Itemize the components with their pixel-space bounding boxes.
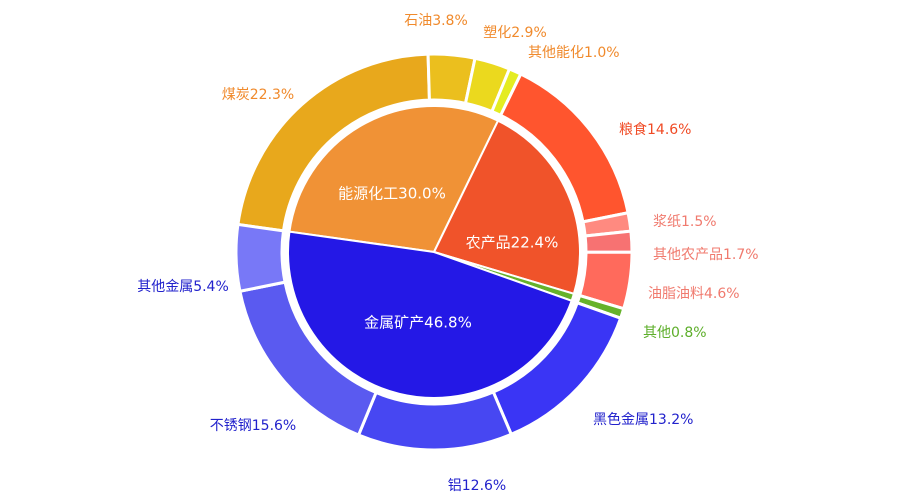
- outer-slice-label: 浆纸1.5%: [653, 214, 717, 230]
- outer-slice-6[interactable]: [583, 229, 634, 254]
- outer-slice-12[interactable]: [234, 222, 287, 294]
- inner-slice-label: 农产品22.4%: [466, 234, 559, 252]
- outer-ring: [234, 52, 634, 452]
- slice-labels: 能源化工30.0% 农产品22.4% 金属矿产46.8% 煤炭22.3% 石油3.8% 塑…: [137, 13, 758, 494]
- outer-slice-label: 石油3.8%: [404, 13, 468, 29]
- outer-slice-label: 铝12.6%: [448, 478, 506, 494]
- outer-slice-10[interactable]: [356, 389, 514, 452]
- inner-slice-label: 金属矿产46.8%: [364, 314, 472, 332]
- outer-slice-label: 不锈钢15.6%: [210, 418, 296, 434]
- inner-slice-label: 能源化工30.0%: [338, 185, 446, 203]
- outer-slice-label: 其他农产品1.7%: [653, 247, 759, 263]
- inner-pie: [287, 105, 581, 400]
- outer-slice-label: 煤炭22.3%: [222, 87, 294, 103]
- outer-slice-label: 塑化2.9%: [483, 25, 547, 41]
- outer-slice-label: 油脂油料4.6%: [648, 286, 740, 302]
- inner-slice-0[interactable]: [288, 105, 500, 254]
- inner-slice-1[interactable]: [432, 119, 581, 296]
- outer-slice-label: 其他能化1.0%: [528, 45, 620, 61]
- outer-slice-label: 其他金属5.4%: [137, 279, 229, 295]
- outer-slice-label: 其他0.8%: [643, 325, 707, 341]
- outer-slice-label: 粮食14.6%: [619, 121, 691, 138]
- inner-slice-3[interactable]: [287, 230, 573, 400]
- outer-slice-label: 黑色金属13.2%: [593, 411, 693, 428]
